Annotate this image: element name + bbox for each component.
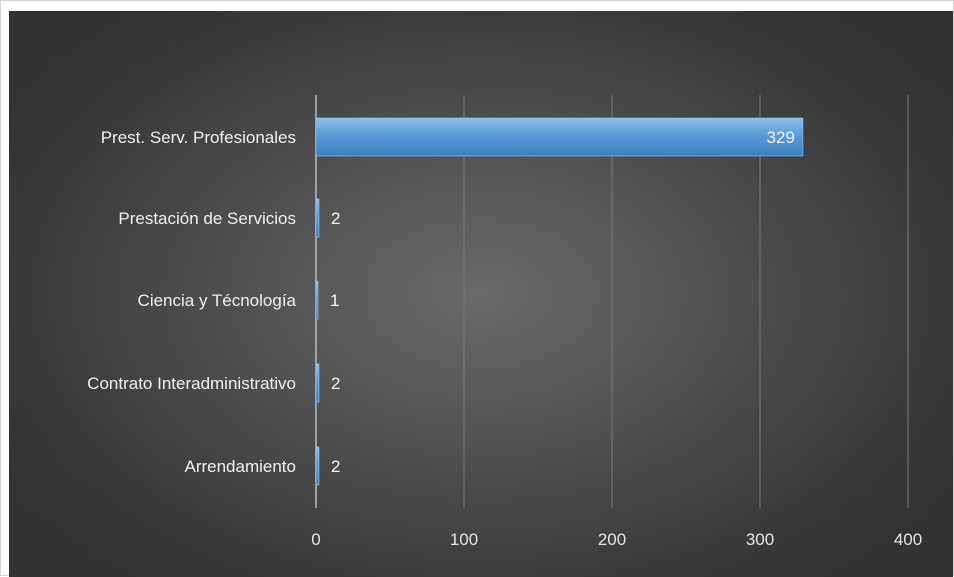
- bar-1: [315, 198, 320, 238]
- x-tick-label-200: 200: [598, 530, 626, 549]
- x-tick-label-400: 400: [894, 530, 922, 549]
- x-tick-labels: 0 100 200 300 400: [311, 530, 922, 549]
- data-label-1: 2: [331, 209, 340, 228]
- data-label-0: 329: [767, 128, 795, 147]
- chart-background: [9, 11, 953, 577]
- bar-2: [315, 280, 319, 320]
- x-tick-label-100: 100: [450, 530, 478, 549]
- bar-0: [315, 117, 804, 157]
- bar-3: [315, 363, 320, 403]
- bar-4: [315, 446, 320, 486]
- category-label-1: Prestación de Servicios: [118, 209, 296, 228]
- data-labels: 329 2 1 2 2: [330, 128, 795, 476]
- category-label-4: Arrendamiento: [184, 457, 296, 476]
- data-label-2: 1: [330, 291, 339, 310]
- data-label-3: 2: [331, 374, 340, 393]
- x-tick-label-0: 0: [311, 530, 320, 549]
- bars: [315, 117, 804, 486]
- x-tick-label-300: 300: [746, 530, 774, 549]
- category-label-0: Prest. Serv. Profesionales: [101, 128, 296, 147]
- data-label-4: 2: [331, 457, 340, 476]
- category-label-3: Contrato Interadministrativo: [87, 374, 296, 393]
- grid-lines: [315, 95, 909, 508]
- category-label-2: Ciencia y Técnología: [138, 291, 297, 310]
- category-labels: Prest. Serv. Profesionales Prestación de …: [87, 128, 296, 476]
